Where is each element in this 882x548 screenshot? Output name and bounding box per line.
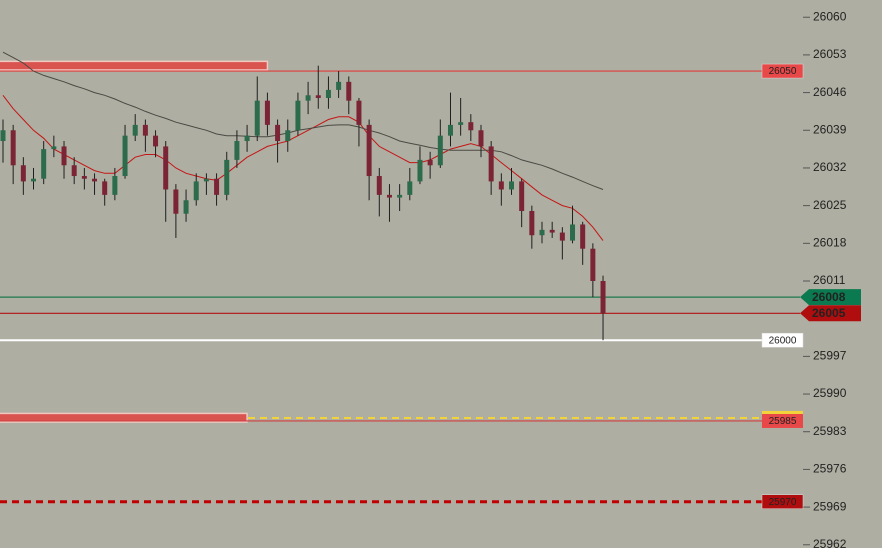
axis-badge-label: 26005 bbox=[812, 306, 846, 320]
candle-body bbox=[132, 124, 138, 136]
candle-body bbox=[183, 200, 189, 214]
y-tick-label: 26046 bbox=[813, 85, 847, 99]
y-tick-label: 25990 bbox=[813, 386, 847, 400]
candle-body bbox=[397, 194, 403, 198]
candle-body bbox=[580, 224, 586, 249]
candle-body bbox=[458, 122, 464, 125]
candle-body bbox=[498, 181, 504, 190]
candle-body bbox=[10, 130, 16, 166]
candle-body bbox=[254, 100, 260, 136]
candle-body bbox=[163, 146, 169, 190]
candle-body bbox=[142, 124, 148, 136]
candle-body bbox=[92, 178, 98, 182]
candle-body bbox=[295, 100, 301, 131]
axis-badge bbox=[800, 305, 861, 322]
candle-body bbox=[193, 181, 199, 201]
candle-body bbox=[203, 178, 209, 182]
y-tick-label: 25969 bbox=[813, 499, 847, 513]
candle-body bbox=[275, 124, 281, 142]
candle-body bbox=[234, 141, 240, 160]
candle-body bbox=[102, 181, 108, 195]
candle-body bbox=[488, 146, 494, 182]
candle-body bbox=[376, 176, 382, 195]
candle-body bbox=[244, 135, 250, 142]
zone bbox=[0, 60, 269, 71]
zone bbox=[0, 412, 248, 423]
level-badge-label: 25985 bbox=[769, 416, 797, 427]
y-tick-label: 26039 bbox=[813, 122, 847, 136]
candle-body bbox=[468, 122, 474, 131]
level-badge bbox=[761, 332, 804, 348]
y-tick-label: 26025 bbox=[813, 198, 847, 212]
candle-body bbox=[447, 124, 453, 136]
candle-body bbox=[529, 211, 535, 236]
candle-body bbox=[122, 135, 128, 177]
level-badge-top bbox=[762, 410, 803, 414]
y-tick-label: 25976 bbox=[813, 462, 847, 476]
y-tick-label: 26060 bbox=[813, 9, 847, 23]
candle-body bbox=[600, 280, 606, 314]
candle-body bbox=[31, 178, 37, 182]
moving-average bbox=[2, 94, 604, 241]
candle-body bbox=[478, 130, 484, 147]
y-tick-label: 26018 bbox=[813, 235, 847, 249]
candle-body bbox=[153, 135, 159, 147]
candle-body bbox=[305, 95, 311, 101]
level-badge bbox=[762, 413, 803, 428]
candle-body bbox=[427, 159, 433, 166]
candle-body bbox=[214, 178, 220, 195]
candle-body bbox=[112, 176, 118, 195]
level-badge-label: 26050 bbox=[769, 66, 797, 77]
candle-body bbox=[549, 229, 555, 233]
axis-badge-label: 26008 bbox=[812, 290, 846, 304]
candle-body bbox=[61, 146, 67, 166]
candle-body bbox=[437, 135, 443, 166]
axis-badge bbox=[800, 289, 861, 306]
candle-body bbox=[539, 229, 545, 236]
candle-body bbox=[519, 181, 525, 212]
candle-body bbox=[590, 248, 596, 281]
candle-body bbox=[386, 194, 392, 198]
y-tick-label: 26053 bbox=[813, 47, 847, 61]
candle-body bbox=[325, 89, 331, 98]
candle-body bbox=[407, 181, 413, 195]
candle-body bbox=[315, 95, 321, 98]
candle-body bbox=[81, 176, 87, 179]
candle-body bbox=[41, 149, 47, 179]
candle-body bbox=[346, 81, 352, 101]
candle-body bbox=[356, 100, 362, 125]
moving-average bbox=[2, 51, 604, 190]
candle-body bbox=[417, 159, 423, 182]
candle-body bbox=[20, 165, 26, 182]
candle-body bbox=[366, 124, 372, 177]
candle-body bbox=[51, 146, 57, 150]
candle-body bbox=[264, 100, 270, 125]
y-tick-label: 26011 bbox=[813, 273, 846, 287]
candle-body bbox=[0, 130, 6, 142]
level-badge-label: 25970 bbox=[769, 497, 797, 508]
candle-body bbox=[570, 224, 576, 241]
candle-body bbox=[71, 165, 77, 177]
candle-body bbox=[173, 189, 179, 214]
candle-body bbox=[224, 159, 230, 195]
y-tick-label: 26032 bbox=[813, 160, 847, 174]
y-tick-label: 25997 bbox=[813, 349, 847, 363]
level-badge bbox=[761, 494, 804, 509]
level-badge bbox=[761, 63, 804, 79]
y-tick-label: 25983 bbox=[813, 424, 847, 438]
candle-body bbox=[559, 232, 565, 241]
candle-body bbox=[336, 81, 342, 90]
candle-body bbox=[509, 181, 514, 190]
y-tick-label: 25962 bbox=[813, 537, 847, 548]
candle-body bbox=[285, 130, 291, 142]
level-badge-label: 26000 bbox=[769, 335, 797, 346]
